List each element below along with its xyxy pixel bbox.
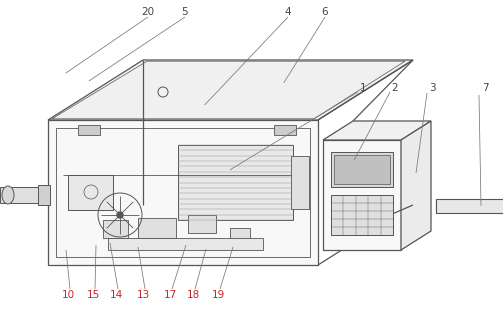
Polygon shape: [401, 121, 431, 250]
Text: 17: 17: [163, 290, 177, 300]
Bar: [56, 128, 310, 257]
Polygon shape: [323, 121, 431, 140]
Bar: [178, 145, 293, 220]
Text: 18: 18: [187, 290, 200, 300]
Text: 13: 13: [136, 290, 149, 300]
Text: 6: 6: [322, 7, 328, 17]
Text: 10: 10: [61, 290, 74, 300]
Text: 20: 20: [141, 7, 154, 17]
Polygon shape: [323, 140, 401, 250]
Text: 7: 7: [482, 83, 488, 93]
Bar: [334, 155, 390, 184]
Bar: [331, 195, 393, 235]
Polygon shape: [48, 60, 413, 120]
Text: 2: 2: [392, 83, 398, 93]
Bar: [274, 125, 296, 135]
Ellipse shape: [2, 186, 14, 204]
Text: 3: 3: [429, 83, 435, 93]
Bar: [0, 187, 46, 203]
Bar: [436, 199, 503, 213]
Text: 5: 5: [182, 7, 188, 17]
Bar: [230, 228, 250, 243]
Circle shape: [117, 212, 123, 218]
Bar: [78, 125, 100, 135]
Bar: [188, 215, 216, 233]
Bar: [38, 185, 50, 205]
Text: 1: 1: [360, 83, 366, 93]
Text: 19: 19: [211, 290, 225, 300]
Bar: [138, 218, 176, 238]
Text: 4: 4: [285, 7, 291, 17]
Bar: [331, 152, 393, 187]
Bar: [108, 238, 263, 250]
Bar: [68, 175, 113, 210]
Text: 15: 15: [87, 290, 100, 300]
Text: 14: 14: [109, 290, 123, 300]
Bar: [103, 220, 128, 238]
Polygon shape: [48, 120, 318, 265]
Bar: [291, 156, 309, 209]
